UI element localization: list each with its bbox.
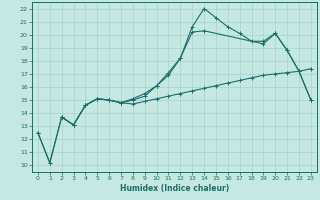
X-axis label: Humidex (Indice chaleur): Humidex (Indice chaleur) <box>120 184 229 193</box>
